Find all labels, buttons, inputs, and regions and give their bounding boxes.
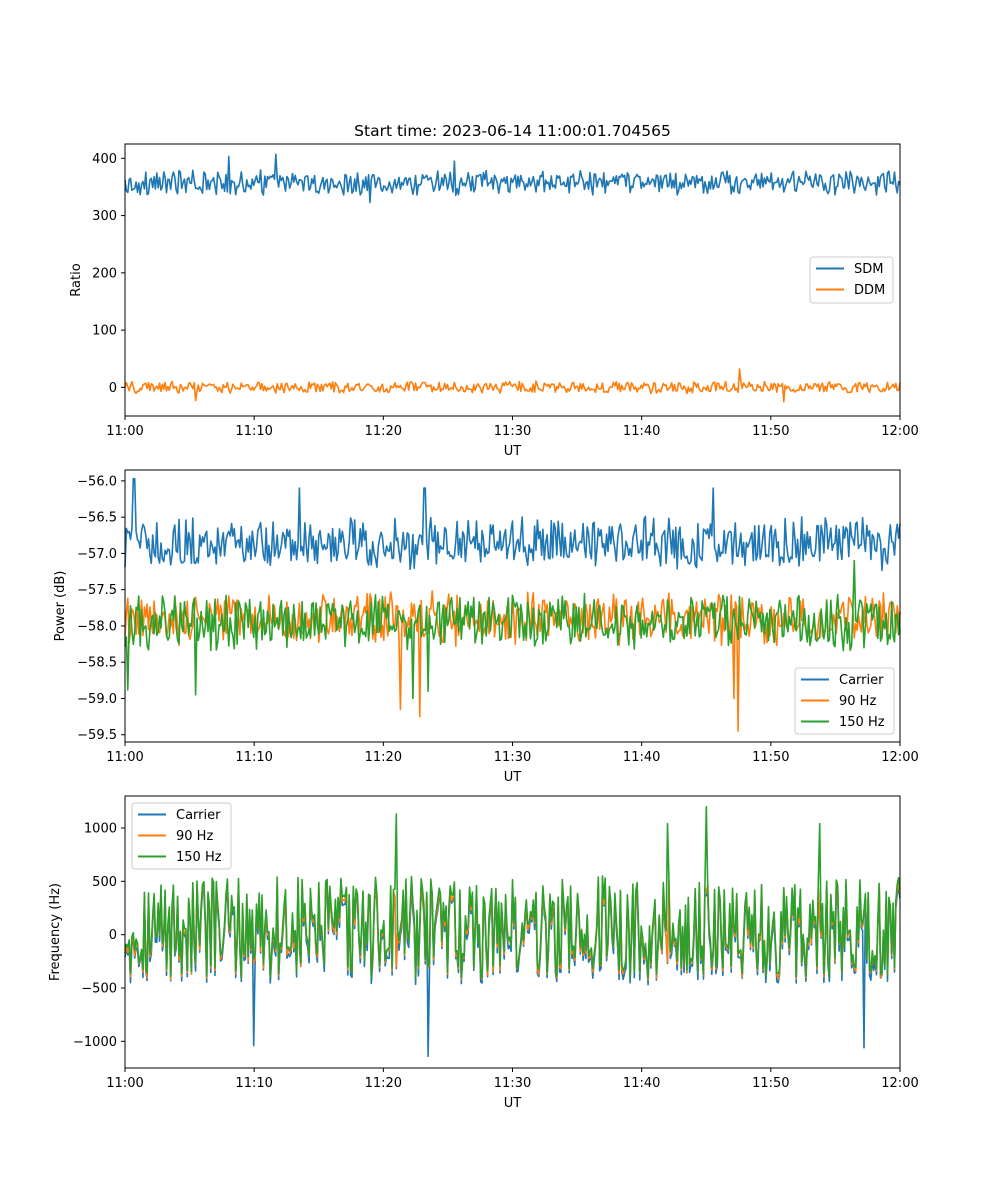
y-tick-label: 0 [109,381,117,396]
x-tick-label: 11:30 [494,1076,531,1091]
y-tick-label: 0 [109,928,117,943]
y-tick-label: 400 [92,152,117,167]
y-tick-label: −56.5 [77,511,117,526]
x-axis-label: UT [504,770,522,785]
panel-3: 11:00 11:10 11:20 11:30 11:40 11:50 12:00 UT −10… [48,795,919,1111]
y-tick-label: −57.5 [77,583,117,598]
x-tick-label: 11:00 [106,750,143,765]
x-tick-label: 12:00 [881,750,918,765]
y-tick-label: −58.0 [77,619,117,634]
legend-label: Carrier [176,808,221,823]
y-tick-label: 100 [92,324,117,339]
legend-label: SDM [854,262,883,277]
x-tick-label: 11:00 [106,424,143,439]
x-tick-label: 11:40 [623,1076,660,1091]
x-tick-label: 11:50 [752,1076,789,1091]
figure-title: Start time: 2023-06-14 11:00:01.704565 [354,122,671,140]
x-tick-label: 11:30 [494,750,531,765]
x-tick-label: 11:20 [365,750,402,765]
series-line-carrier [124,477,901,572]
series-line-150-hz [124,559,901,700]
x-tick-label: 12:00 [881,424,918,439]
legend-label: 150 Hz [176,850,222,865]
panel-1: 11:00 11:10 11:20 11:30 11:40 11:50 12:00 UT 0 10… [69,143,919,459]
x-tick-label: 11:50 [752,750,789,765]
y-tick-label: −57.0 [77,547,117,562]
x-tick-label: 11:10 [235,424,272,439]
y-axis-label: Ratio [69,263,84,296]
y-tick-label: 500 [92,875,117,890]
y-tick-label: −56.0 [77,474,117,489]
y-tick-label: −500 [81,982,117,997]
x-tick-label: 11:00 [106,1076,143,1091]
y-tick-label: −59.5 [77,728,117,743]
x-axis-label: UT [504,444,522,459]
y-tick-label: −1000 [73,1035,117,1050]
panels: 11:00 11:10 11:20 11:30 11:40 11:50 12:00 UT 0 10… [48,143,919,1111]
y-tick-label: 200 [92,266,117,281]
x-tick-label: 11:10 [235,750,272,765]
x-tick-label: 11:40 [623,750,660,765]
y-axis-label: Frequency (Hz) [48,883,63,981]
legend-label: 90 Hz [839,694,876,709]
legend-box [794,667,895,735]
x-tick-label: 11:10 [235,1076,272,1091]
legend-label: Carrier [839,673,884,688]
legend-label: 90 Hz [176,829,213,844]
x-tick-label: 11:50 [752,424,789,439]
x-tick-label: 11:20 [365,424,402,439]
y-tick-label: 1000 [84,822,117,837]
x-tick-label: 11:40 [623,424,660,439]
y-axis-label: Power (dB) [53,571,68,642]
series-line-150-hz [124,805,901,980]
x-tick-label: 11:20 [365,1076,402,1091]
series-line-ddm [124,368,901,403]
x-tick-label: 12:00 [881,1076,918,1091]
x-axis-label: UT [504,1096,522,1111]
legend-box [131,802,232,870]
y-tick-label: −59.0 [77,692,117,707]
series-line-sdm [124,153,901,204]
x-tick-label: 11:30 [494,424,531,439]
legend-label: DDM [854,283,885,298]
y-tick-label: 300 [92,209,117,224]
y-tick-label: −58.5 [77,656,117,671]
legend-label: 150 Hz [839,715,885,730]
panel-2: 11:00 11:10 11:20 11:30 11:40 11:50 12:00 UT −56… [53,469,919,785]
